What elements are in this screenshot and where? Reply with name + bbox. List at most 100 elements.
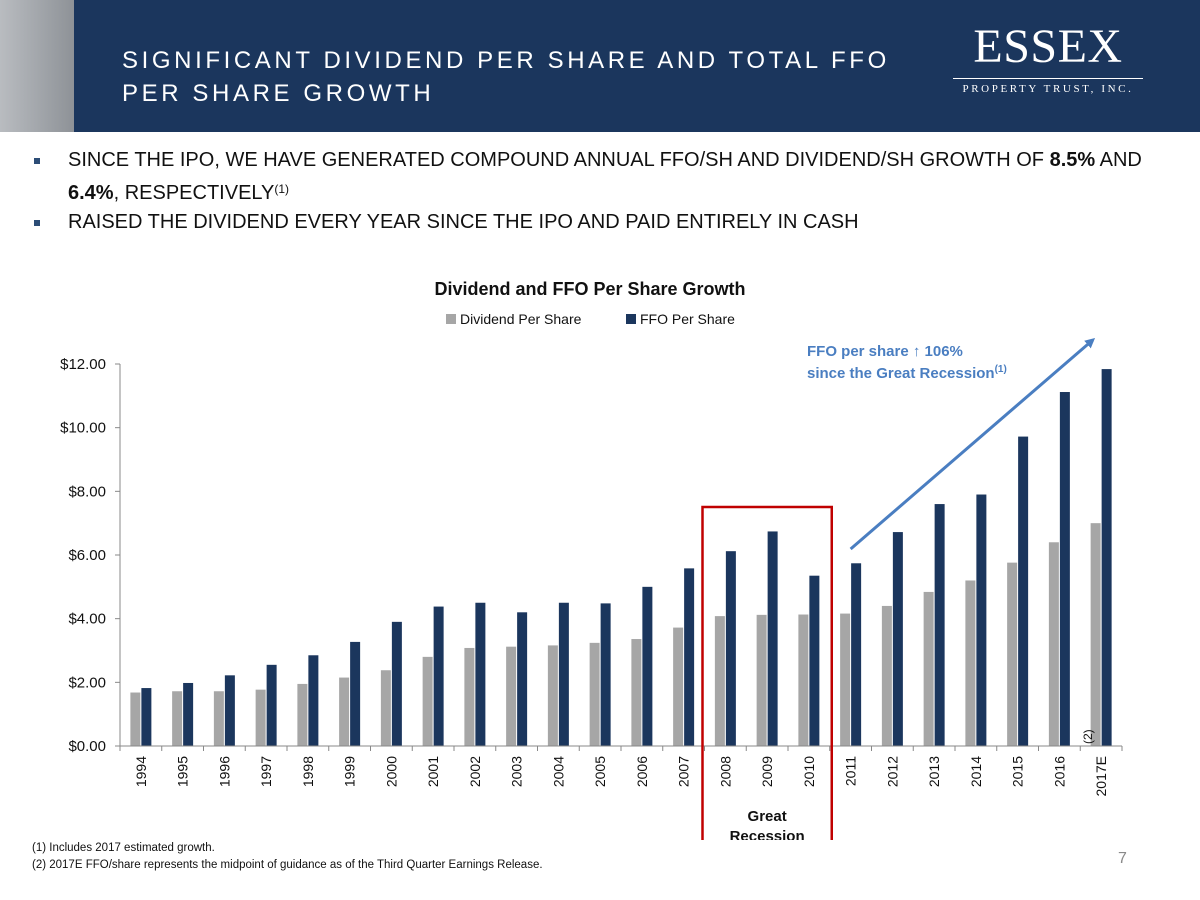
logo-name: ESSEX [973, 20, 1123, 73]
bullet-text: RAISED THE DIVIDEND EVERY YEAR SINCE THE… [68, 211, 859, 233]
dividend-bar-1996 [213, 691, 224, 746]
bullet-text-part: AND [1095, 149, 1142, 171]
great-recession-box [701, 505, 833, 840]
annotation-line-2: since the Great Recession(1) [807, 364, 1007, 382]
x-tick-label-2008: 2008 [717, 756, 733, 787]
page-number: 7 [1118, 850, 1127, 867]
y-axis: $0.00 $2.00 $4.00 $6.00 $8.00 $10.00 $12.00 [60, 356, 121, 755]
legend-swatch-0 [446, 314, 456, 324]
dividend-bar-2009 [756, 614, 767, 746]
ffo-bar-2002 [475, 602, 486, 746]
ffo-bar-1998 [308, 655, 319, 746]
dividend-bar-2005 [589, 642, 600, 746]
ffo-bar-2013 [934, 504, 945, 746]
ffo-bar-2016 [1059, 392, 1070, 746]
x-tick-label-2005: 2005 [592, 756, 608, 787]
logo-rule [953, 78, 1143, 79]
header-accent-bar [0, 0, 74, 132]
x-tick-label-2001: 2001 [425, 756, 441, 787]
dividend-bar-2012 [881, 605, 892, 746]
ffo-bar-2000 [391, 621, 402, 746]
x-tick-label-2002: 2002 [467, 756, 483, 787]
x-tick-label-2011: 2011 [843, 756, 859, 786]
ffo-bar-2007 [684, 568, 695, 746]
slide-title: SIGNIFICANT DIVIDEND PER SHARE AND TOTAL… [122, 44, 922, 110]
ffo-bar-2003 [517, 612, 528, 746]
ffo-bar-2001 [433, 606, 444, 746]
x-tick-label-1998: 1998 [300, 756, 316, 787]
ffo-bar-2004 [558, 602, 569, 746]
y-tick-label: $4.00 [68, 611, 106, 628]
legend-label-1: FFO Per Share [640, 311, 735, 327]
bar-series [130, 369, 1112, 746]
slide-header: SIGNIFICANT DIVIDEND PER SHARE AND TOTAL… [0, 0, 1200, 132]
bullet-item-growth: SINCE THE IPO, WE HAVE GENERATED COMPOUN… [32, 146, 1182, 208]
x-tick-label-2017E: 2017E [1093, 756, 1109, 796]
y-tick-label: $10.00 [60, 420, 106, 437]
great-recession-highlight: Great Recession [701, 505, 833, 840]
ffo-bar-2008 [725, 551, 736, 746]
dividend-bar-2002 [464, 647, 475, 746]
x-tick-label-1997: 1997 [258, 756, 274, 787]
y-tick-label: $12.00 [60, 356, 106, 373]
ffo-bar-2006 [642, 586, 653, 746]
ffo-growth-rate: 8.5% [1049, 149, 1096, 171]
slide-title-line-1: SIGNIFICANT DIVIDEND PER SHARE AND TOTAL… [122, 47, 890, 74]
y-tick-label: $8.00 [68, 483, 106, 500]
x-tick-label-2015: 2015 [1010, 756, 1026, 787]
bullet-square-icon [34, 220, 40, 226]
dividend-bar-2007 [673, 627, 684, 746]
ffo-bar-1997 [266, 664, 277, 746]
great-recession-label-line-2: Recession [730, 828, 805, 840]
ffo-bar-2005 [600, 603, 611, 746]
company-logo: ESSEX PROPERTY TRUST, INC. [950, 22, 1146, 95]
dividend-bar-2013 [923, 591, 934, 746]
x-tick-label-2010: 2010 [801, 756, 817, 787]
x-tick-label-1994: 1994 [133, 756, 149, 787]
x-tick-note: (2) [1081, 729, 1095, 744]
x-tick-label-2009: 2009 [759, 756, 775, 787]
footnotes: (1) Includes 2017 estimated growth. (2) … [32, 840, 543, 874]
x-tick-label-2000: 2000 [383, 756, 399, 787]
dividend-bar-2010 [798, 614, 809, 746]
dividend-bar-1994 [130, 692, 141, 746]
x-tick-label-1996: 1996 [216, 756, 232, 787]
bullet-square-icon [34, 158, 40, 164]
dividend-bar-2014 [965, 580, 976, 746]
ffo-bar-1994 [141, 688, 152, 746]
legend-swatch-1 [626, 314, 636, 324]
bullet-text-part: , RESPECTIVELY [113, 182, 275, 204]
great-recession-label-line-1: Great [748, 808, 787, 825]
bullet-item-dividend: RAISED THE DIVIDEND EVERY YEAR SINCE THE… [32, 208, 1182, 237]
dividend-bar-2006 [631, 639, 642, 746]
ffo-bar-1996 [224, 675, 235, 746]
ffo-bar-2011 [851, 563, 862, 746]
annotation-line-1: FFO per share ↑ 106% [807, 343, 963, 360]
chart-title: Dividend and FFO Per Share Growth [434, 279, 745, 299]
growth-annotation: FFO per share ↑ 106% since the Great Rece… [807, 338, 1096, 551]
ffo-bar-1995 [183, 682, 194, 746]
x-tick-label-2007: 2007 [676, 756, 692, 787]
x-tick-label-2003: 2003 [509, 756, 525, 787]
bullet-list: SINCE THE IPO, WE HAVE GENERATED COMPOUN… [32, 146, 1182, 237]
dividend-bar-2003 [506, 646, 517, 746]
dividend-bar-2004 [547, 645, 558, 746]
ffo-bar-1999 [350, 641, 361, 746]
dividend-bar-2017E [1090, 523, 1101, 746]
dividend-bar-1998 [297, 683, 308, 746]
ffo-bar-2012 [892, 532, 903, 746]
dividend-ffo-chart: Dividend and FFO Per Share Growth Divide… [60, 279, 1123, 840]
dividend-bar-2008 [714, 616, 725, 746]
dividend-bar-2001 [422, 656, 433, 746]
ffo-bar-2010 [809, 575, 820, 746]
x-tick-label-2012: 2012 [884, 756, 900, 787]
y-tick-label: $6.00 [68, 547, 106, 564]
ffo-bar-2017E [1101, 369, 1112, 746]
annotation-footnote-ref: (1) [995, 364, 1007, 375]
chart-legend: Dividend Per Share FFO Per Share [446, 311, 735, 327]
footnote-ref: (1) [274, 182, 290, 196]
x-tick-label-2013: 2013 [926, 756, 942, 787]
logo-subtitle: PROPERTY TRUST, INC. [962, 83, 1134, 95]
x-tick-label-2016: 2016 [1051, 756, 1067, 787]
dividend-growth-rate: 6.4% [68, 182, 114, 204]
